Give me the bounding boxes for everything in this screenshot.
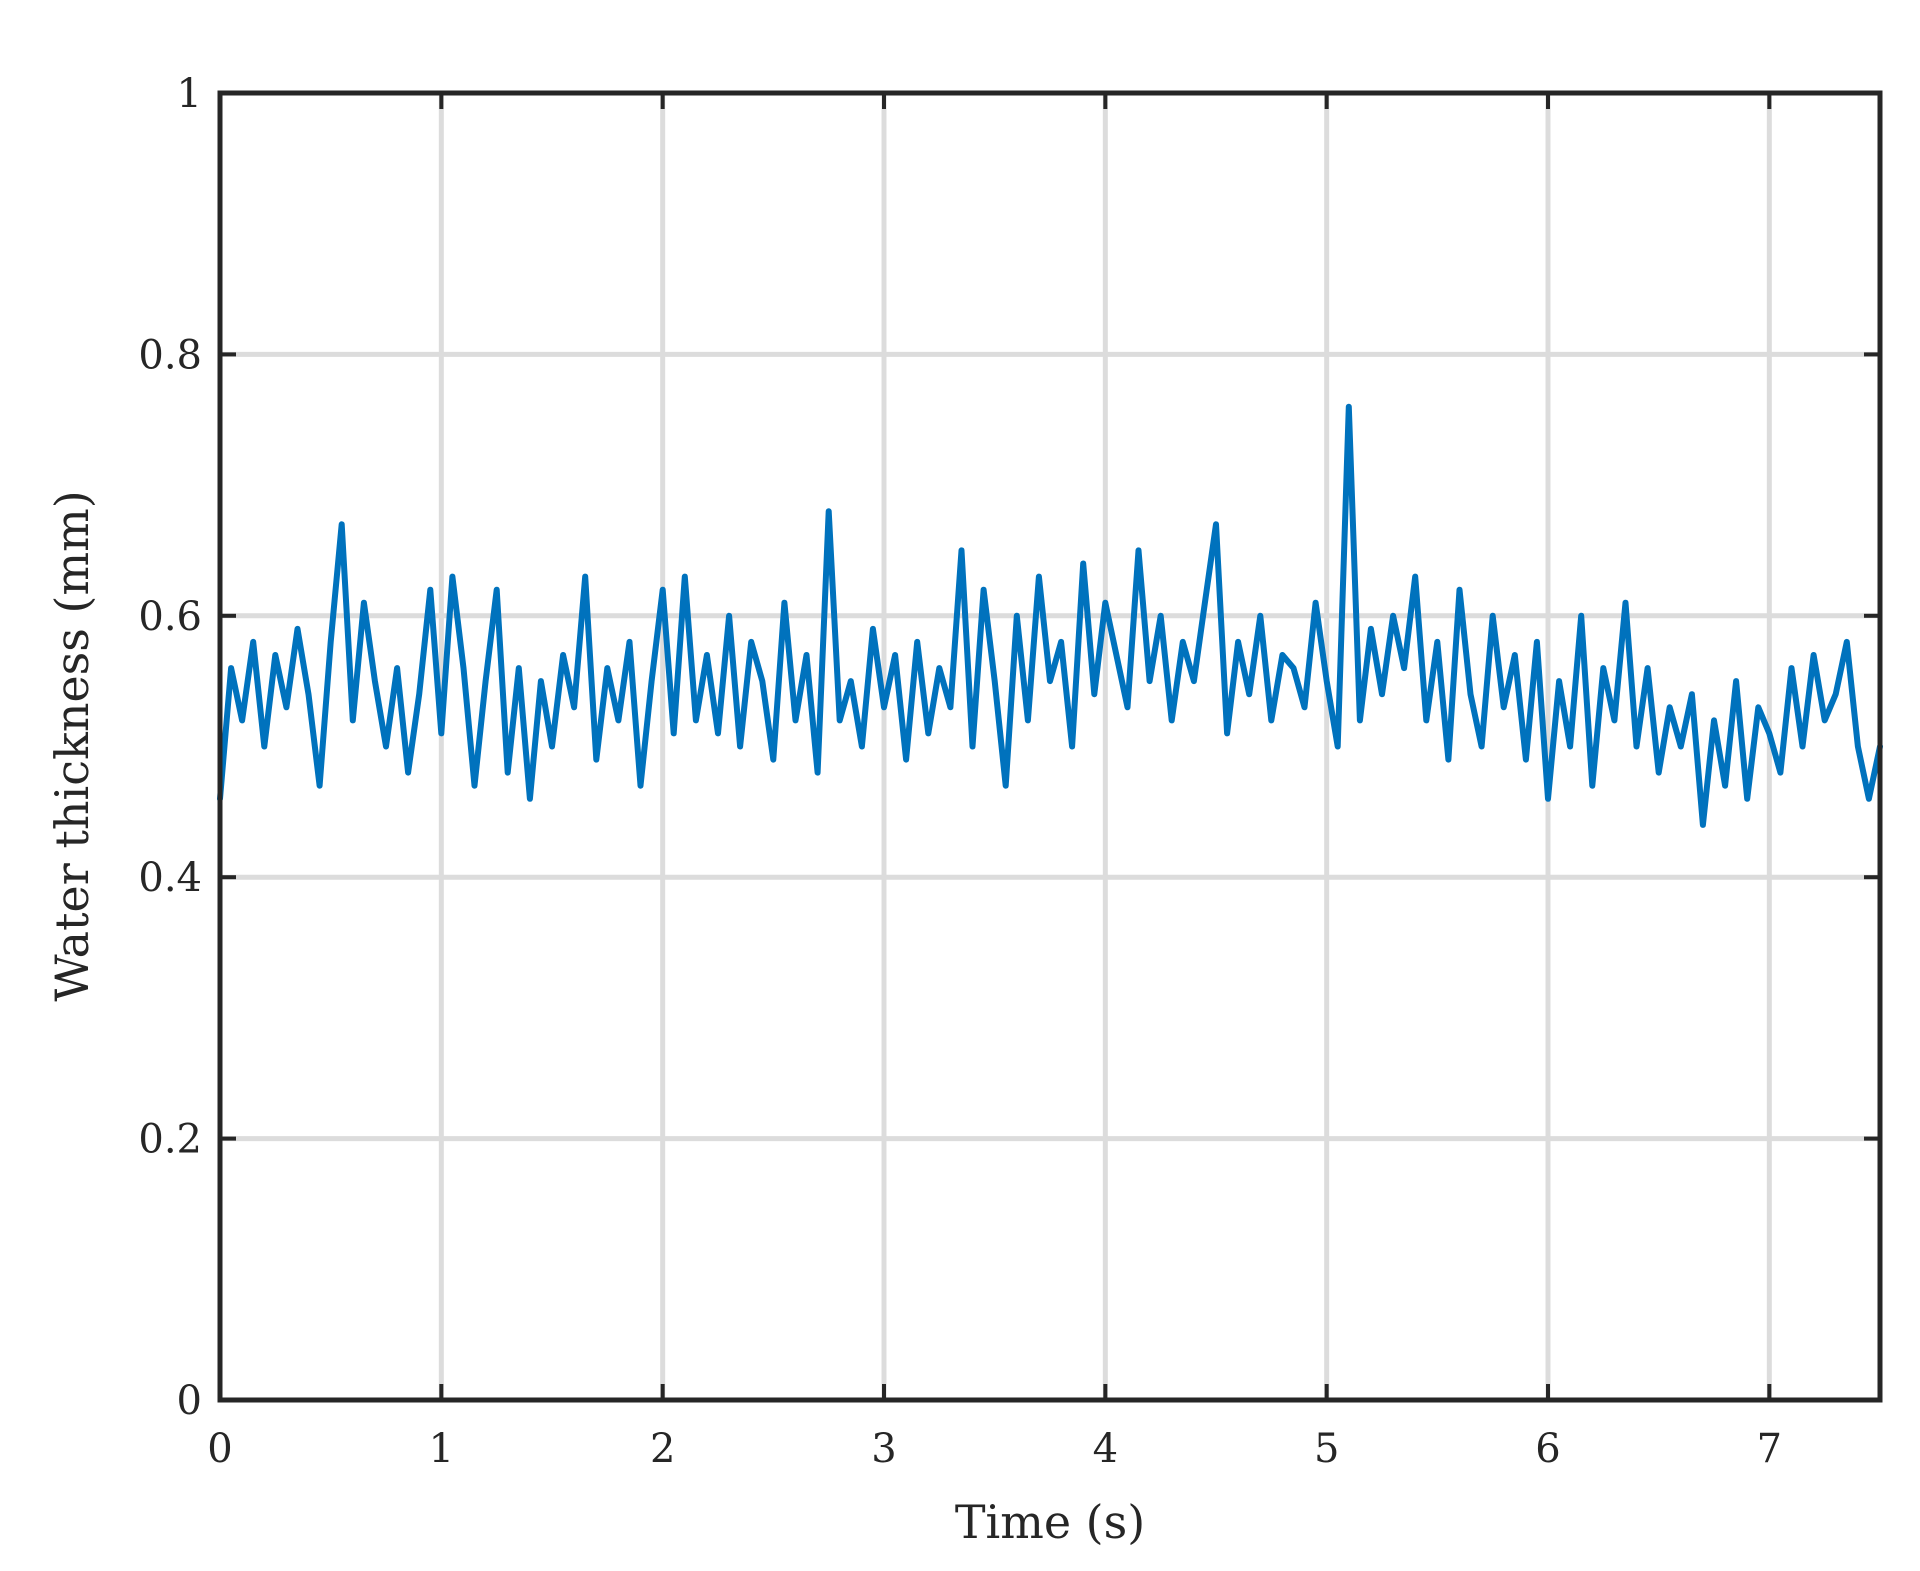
x-tick-label: 5 (1314, 1426, 1339, 1472)
x-tick-label: 4 (1093, 1426, 1118, 1472)
x-axis-label: Time (s) (955, 1495, 1145, 1549)
y-tick-label: 0.6 (138, 594, 202, 640)
grid-lines (217, 90, 1880, 1403)
y-axis-label: Water thickness (mm) (45, 490, 99, 1001)
plot-frame (217, 90, 1883, 1403)
y-tick-label: 0.2 (138, 1117, 202, 1163)
series-line (217, 403, 1883, 828)
plot-area (220, 93, 1880, 1400)
x-tick-label: 0 (207, 1426, 232, 1472)
x-tick-label: 7 (1757, 1426, 1782, 1472)
y-tick-label: 0.8 (138, 332, 202, 378)
x-tick-label: 6 (1535, 1426, 1560, 1472)
series-group (217, 403, 1883, 828)
y-tick-label: 0 (177, 1378, 202, 1424)
y-tick-label: 1 (177, 71, 202, 117)
x-tick-label: 1 (429, 1426, 454, 1472)
tick-marks (218, 91, 1880, 1402)
x-tick-label: 3 (871, 1426, 896, 1472)
y-tick-labels: 0 0.2 0.4 0.6 0.8 1 (138, 71, 202, 1424)
x-tick-labels: 0 1 2 3 4 5 6 7 (207, 1426, 1782, 1472)
y-tick-label: 0.4 (138, 855, 202, 901)
x-tick-label: 2 (650, 1426, 675, 1472)
